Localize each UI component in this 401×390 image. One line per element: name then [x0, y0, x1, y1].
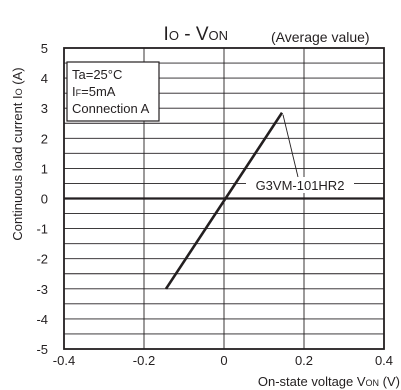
y-tick-label: 0: [41, 192, 48, 207]
plot-frame: [63, 47, 385, 350]
y-tick-label: -4: [36, 312, 48, 327]
series-line: [164, 111, 284, 290]
condition-if: IF=5mA: [72, 84, 116, 99]
y-axis-label: Continuous load current IO (A): [10, 67, 25, 240]
series-label: G3VM-101HR2: [256, 178, 345, 193]
y-tick-label: -2: [36, 252, 48, 267]
y-tick-label: 2: [41, 131, 48, 146]
condition-ta: Ta=25°C: [72, 67, 122, 82]
series-leader-line: [282, 114, 299, 178]
y-axis-ticks: 5 4 3 2 1 0 -1 -2 -3 -4 -5: [36, 41, 48, 357]
y-tick-label: -1: [36, 222, 48, 237]
y-tick-label: 1: [41, 161, 48, 176]
y-tick-label: -5: [36, 342, 48, 357]
conditions-box: Ta=25°C IF=5mA Connection A: [66, 61, 160, 122]
x-axis-label: On-state voltage VON (V): [258, 374, 400, 389]
series-layer: G3VM-101HR2: [164, 111, 354, 290]
y-tick-label: 5: [41, 41, 48, 56]
x-tick-label: 0.4: [375, 353, 393, 368]
chart-subtitle: (Average value): [271, 29, 370, 45]
x-tick-label: -0.4: [53, 353, 75, 368]
chart-title: IO - VON: [164, 24, 228, 45]
plot-grid: [64, 48, 384, 349]
x-tick-label: 0.2: [295, 353, 313, 368]
y-tick-label: 4: [41, 71, 48, 86]
series-label-bg: [246, 177, 354, 193]
x-axis-ticks: -0.4 -0.2 0 0.2 0.4: [53, 353, 393, 368]
y-tick-label: 3: [41, 101, 48, 116]
condition-connection: Connection A: [72, 101, 150, 116]
x-tick-label: 0: [220, 353, 227, 368]
y-tick-label: -3: [36, 282, 48, 297]
x-tick-label: -0.2: [133, 353, 155, 368]
